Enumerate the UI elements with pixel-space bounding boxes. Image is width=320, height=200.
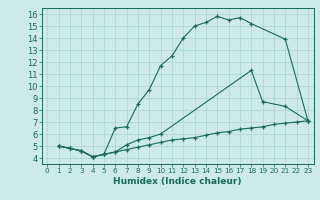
X-axis label: Humidex (Indice chaleur): Humidex (Indice chaleur) xyxy=(113,177,242,186)
